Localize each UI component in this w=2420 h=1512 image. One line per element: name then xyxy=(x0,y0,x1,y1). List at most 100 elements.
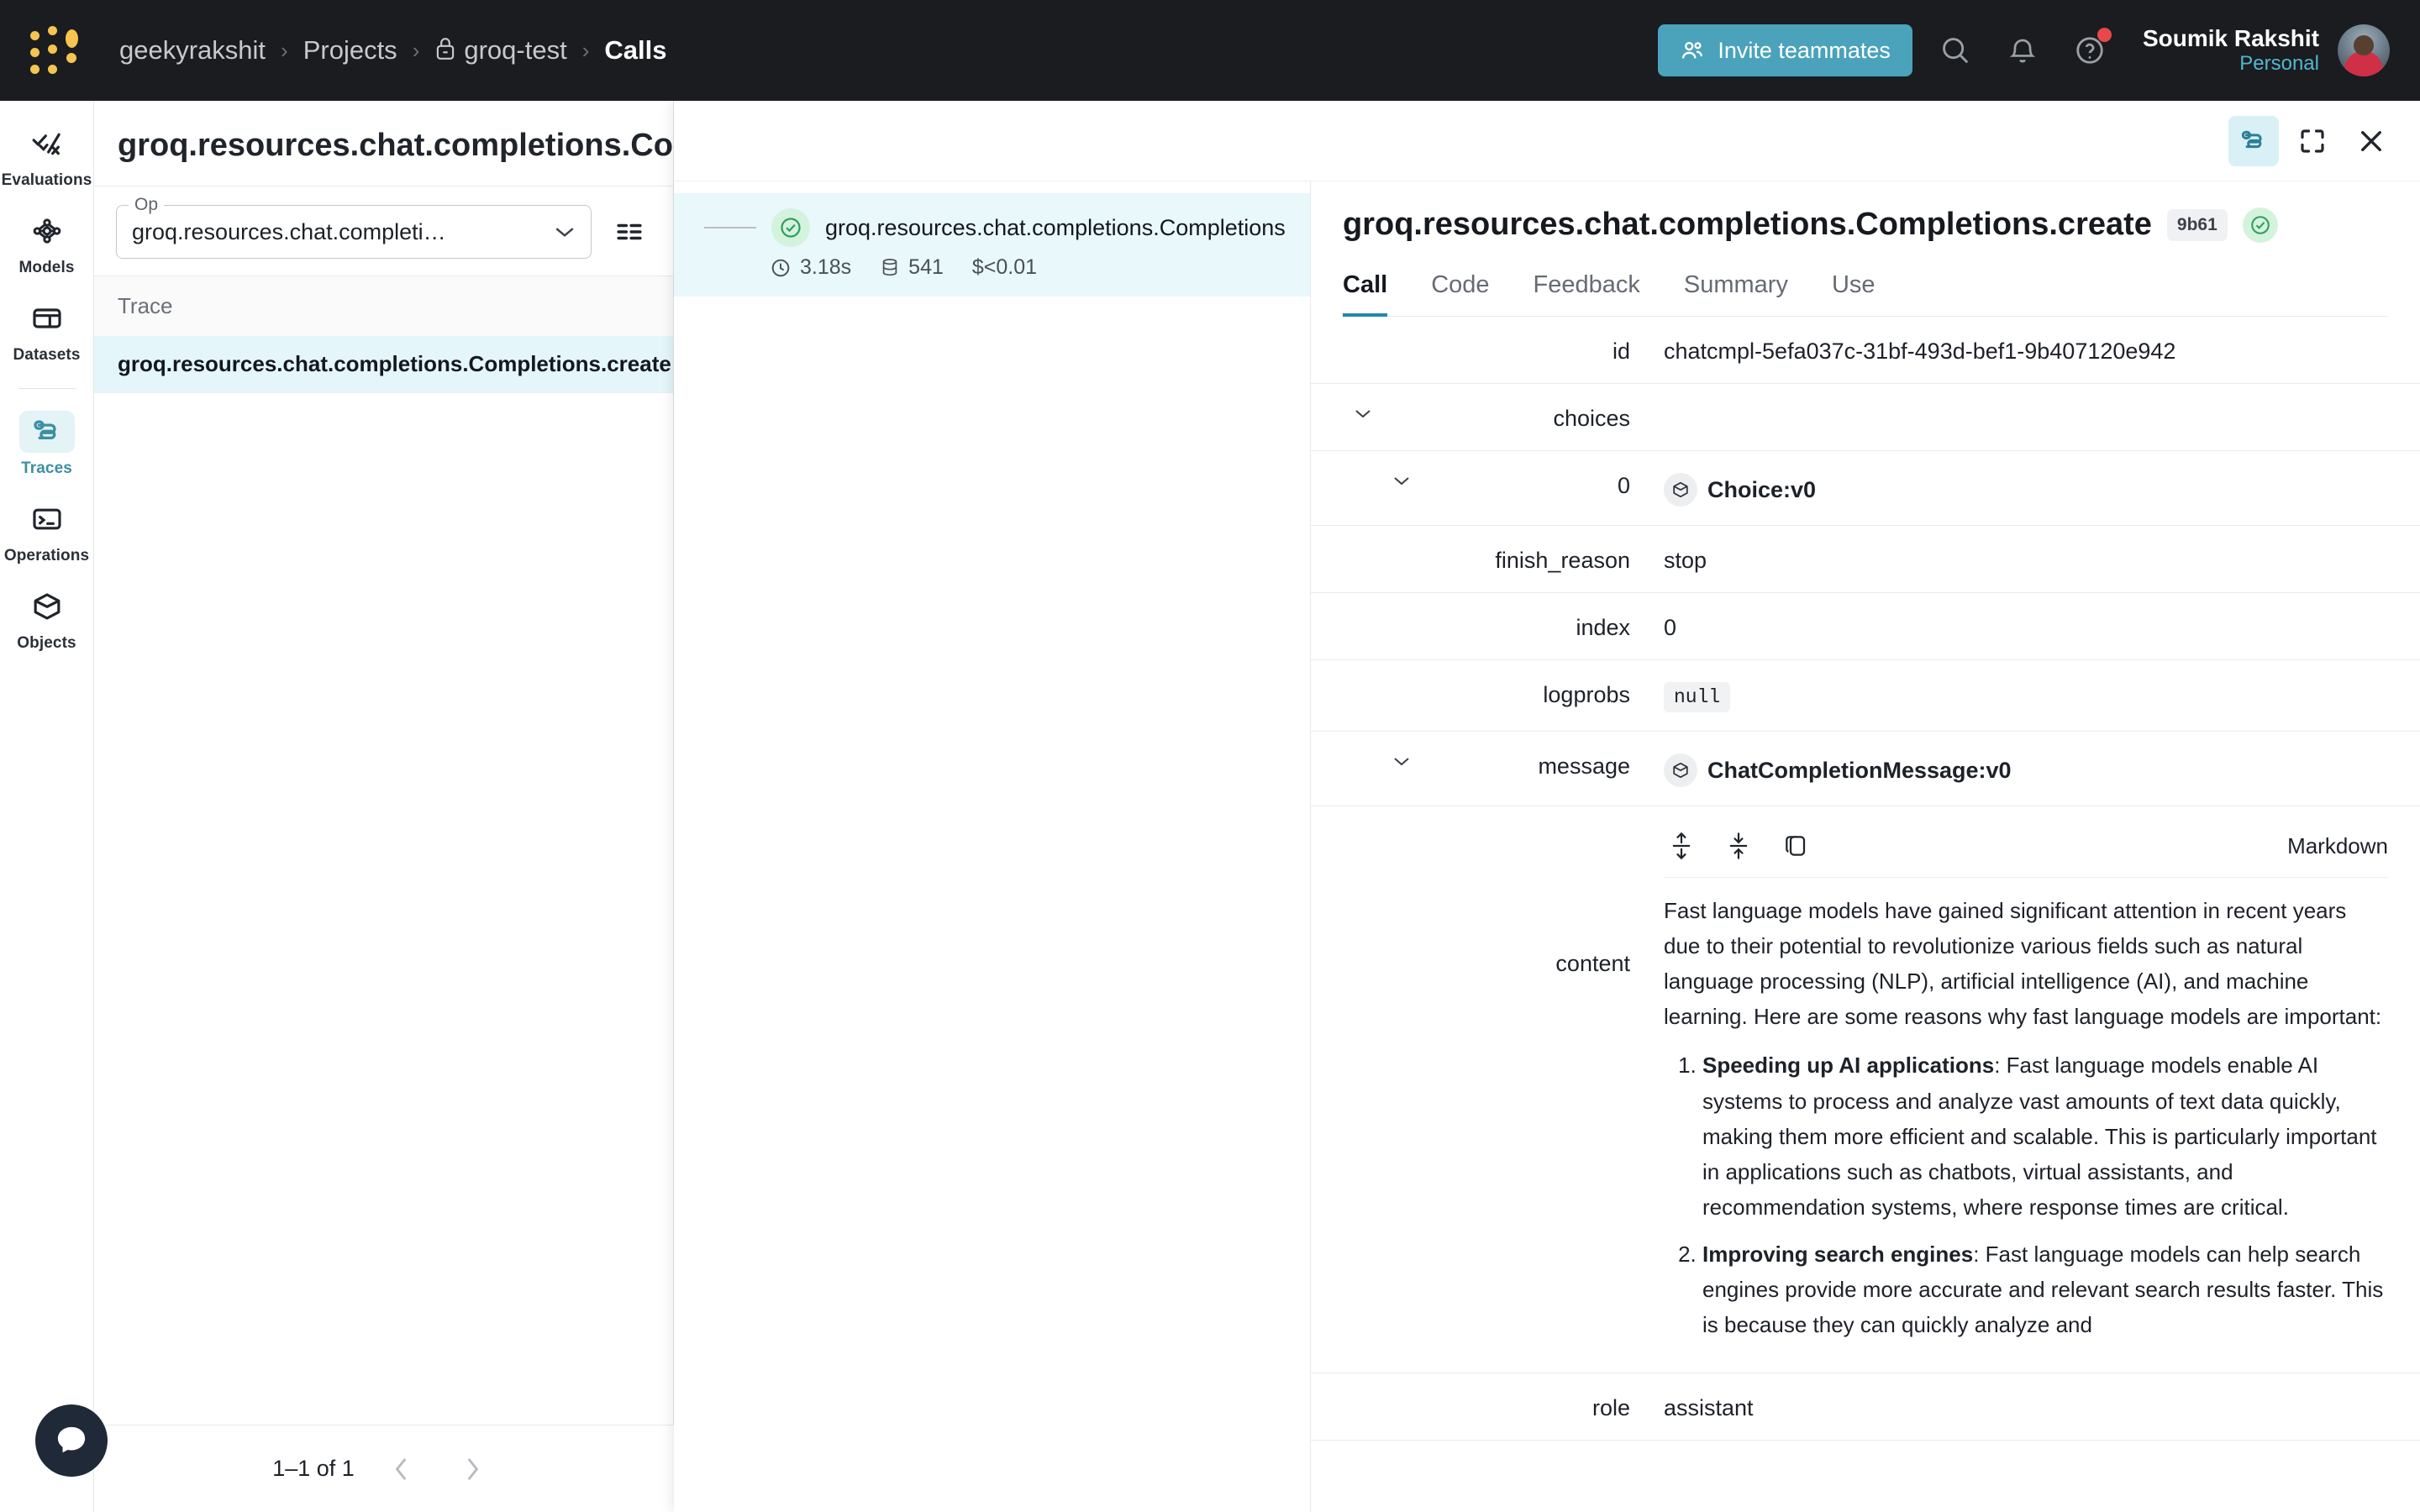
trace-tree-item-name: groq.resources.chat.completions.Completi… xyxy=(825,214,1286,240)
sidebar-label-datasets: Datasets xyxy=(13,346,81,364)
models-icon xyxy=(19,210,75,252)
call-detail-tabs: Call Code Feedback Summary Use xyxy=(1343,271,2388,317)
drawer-toolbar xyxy=(674,101,2420,181)
sidebar-item-evaluations[interactable]: Evaluations xyxy=(2,116,92,198)
op-filter-select[interactable]: Op groq.resources.chat.completi… xyxy=(116,195,592,259)
clock-icon xyxy=(770,257,792,279)
list-item-title: Speeding up AI applications xyxy=(1702,1053,1995,1079)
pagination-label: 1–1 of 1 xyxy=(272,1456,355,1481)
tab-summary[interactable]: Summary xyxy=(1683,271,1788,298)
user-menu[interactable]: Soumik Rakshit Personal xyxy=(2143,25,2319,76)
detail-key-index: index xyxy=(1576,615,1630,640)
tab-code[interactable]: Code xyxy=(1431,271,1490,298)
table-row[interactable]: groq.resources.chat.completions.Completi… xyxy=(94,336,673,393)
chat-bubble-icon[interactable] xyxy=(35,1404,108,1477)
traces-icon[interactable] xyxy=(2228,115,2279,166)
sidebar-item-traces[interactable]: Traces xyxy=(5,404,89,486)
detail-key-choices: choices xyxy=(1553,406,1630,431)
breadcrumb-item-calls[interactable]: Calls xyxy=(604,35,667,65)
detail-key-message-wrap: message xyxy=(1311,750,1664,780)
search-icon[interactable] xyxy=(1931,26,1980,75)
copy-icon[interactable] xyxy=(1778,828,1813,864)
tokens-icon xyxy=(880,257,900,279)
markdown-toolbar: Markdown xyxy=(1664,828,2388,878)
sidebar-item-operations[interactable]: Operations xyxy=(4,491,89,574)
detail-value-logprobs-wrap: null xyxy=(1664,679,2388,712)
datasets-icon xyxy=(19,297,75,339)
breadcrumb-item-entity[interactable]: geekyrakshit xyxy=(119,35,266,65)
detail-value-id: chatcmpl-5efa037c-31bf-493d-bef1-9b40712… xyxy=(1664,339,2176,364)
tab-feedback[interactable]: Feedback xyxy=(1533,271,1640,298)
list-item-title: Improving search engines xyxy=(1702,1241,1974,1267)
trace-tree-panel: groq.resources.chat.completions.Completi… xyxy=(674,181,1311,1512)
invite-teammates-button[interactable]: Invite teammates xyxy=(1658,24,1912,76)
collapse-vertical-icon[interactable] xyxy=(1721,828,1756,864)
chevron-down-icon[interactable] xyxy=(554,225,576,239)
sidebar-item-datasets[interactable]: Datasets xyxy=(5,291,89,373)
sidebar-divider xyxy=(18,388,76,389)
detail-value-logprobs: null xyxy=(1664,682,1731,712)
markdown-content: Fast language models have gained signifi… xyxy=(1664,893,2388,1354)
trace-tree-item[interactable]: groq.resources.chat.completions.Completi… xyxy=(674,193,1310,297)
chevron-left-icon[interactable] xyxy=(378,1446,425,1493)
avatar[interactable] xyxy=(2338,24,2390,76)
trace-tree-item-header: groq.resources.chat.completions.Completi… xyxy=(704,208,1293,247)
people-icon xyxy=(1680,38,1705,63)
column-header-trace: Trace xyxy=(118,293,173,318)
detail-row-index: index 0 xyxy=(1311,593,2420,660)
call-detail-header: groq.resources.chat.completions.Completi… xyxy=(1311,181,2420,317)
sidebar-label-traces: Traces xyxy=(21,459,72,477)
object-ref-chip[interactable]: ChatCompletionMessage:v0 xyxy=(1664,753,2012,787)
detail-row-id: id chatcmpl-5efa037c-31bf-493d-bef1-9b40… xyxy=(1311,317,2420,384)
close-icon[interactable] xyxy=(2346,116,2396,166)
chevron-right-icon[interactable] xyxy=(449,1446,496,1493)
help-icon[interactable] xyxy=(2065,26,2114,75)
list-item: Improving search engines: Fast language … xyxy=(1702,1236,2388,1342)
sidebar-label-models: Models xyxy=(18,259,75,276)
tab-use[interactable]: Use xyxy=(1831,271,1876,298)
breadcrumb-item-project[interactable]: groq-test xyxy=(431,35,570,66)
detail-row-content: content xyxy=(1311,806,2420,1374)
detail-value-finish-reason: stop xyxy=(1664,548,1707,573)
list-item: Speeding up AI applications: Fast langua… xyxy=(1702,1047,2388,1225)
breadcrumb-item-projects[interactable]: Projects xyxy=(302,35,397,65)
detail-row-logprobs: logprobs null xyxy=(1311,660,2420,732)
op-version-badge[interactable]: 9b61 xyxy=(2166,208,2228,241)
pagination: 1–1 of 1 xyxy=(94,1425,674,1512)
breadcrumb-separator-icon: › xyxy=(412,37,420,63)
chevron-down-icon[interactable] xyxy=(1392,475,1413,487)
object-ref-chip[interactable]: Choice:v0 xyxy=(1664,473,1816,507)
detail-row-role: role assistant xyxy=(1311,1373,2420,1441)
detail-value-content: Markdown Fast language models have gaine… xyxy=(1664,825,2388,1354)
notification-badge-dot xyxy=(2096,28,2112,42)
sidebar-item-objects[interactable]: Objects xyxy=(5,579,89,661)
chevron-down-icon[interactable] xyxy=(1392,755,1413,768)
wandb-logo[interactable] xyxy=(30,26,79,75)
call-detail-title: groq.resources.chat.completions.Completi… xyxy=(1343,207,2152,242)
success-status-icon xyxy=(2242,207,2278,243)
detail-row-choice-0: 0 Choice:v0 xyxy=(1311,451,2420,526)
sidebar-item-models[interactable]: Models xyxy=(5,203,89,286)
list-item-text: : Fast language models enable AI systems… xyxy=(1702,1053,2377,1220)
detail-key-id: id xyxy=(1612,339,1630,364)
fullscreen-icon[interactable] xyxy=(2287,116,2338,166)
sidebar-nav: Evaluations Models Datasets xyxy=(0,101,94,1512)
calls-list-pane: groq.resources.chat.completions.Completi… xyxy=(94,101,674,1512)
notifications-bell-icon[interactable] xyxy=(1998,26,2047,75)
columns-icon[interactable] xyxy=(610,213,649,251)
detail-value-choices xyxy=(1664,402,2388,406)
latency-value: 3.18s xyxy=(800,255,852,279)
call-detail-drawer: groq.resources.chat.completions.Completi… xyxy=(674,101,2420,1512)
detail-value-index: 0 xyxy=(1664,615,1677,640)
expand-vertical-icon[interactable] xyxy=(1664,828,1699,864)
traces-icon xyxy=(18,411,75,453)
detail-key-content: content xyxy=(1555,951,1630,976)
invite-teammates-label: Invite teammates xyxy=(1718,37,1891,63)
breadcrumb-separator-icon: › xyxy=(281,37,288,63)
user-org-label: Personal xyxy=(2239,52,2319,76)
detail-key-choice-0-wrap: 0 xyxy=(1311,470,1664,499)
top-bar-actions: Invite teammates Soumik Rakshit Personal xyxy=(1658,24,2390,76)
operations-icon xyxy=(19,498,75,540)
tab-call[interactable]: Call xyxy=(1343,271,1409,317)
chevron-down-icon[interactable] xyxy=(1353,407,1375,420)
